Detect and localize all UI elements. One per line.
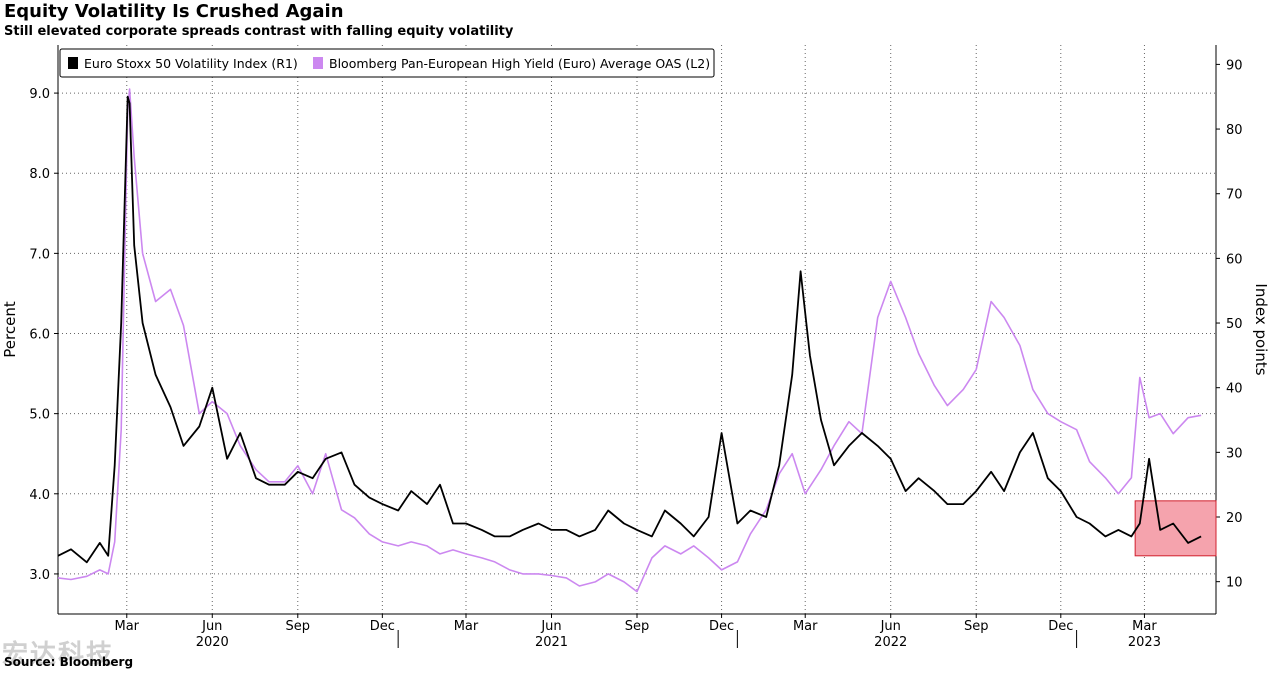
grid — [58, 45, 1216, 614]
highlight-region — [1134, 500, 1217, 557]
series-line-vstoxx — [57, 95, 1202, 564]
y-right-tick-label: 30 — [1226, 446, 1243, 461]
y-left-axis-label: Percent — [1, 301, 19, 358]
x-tick-label: Dec — [370, 619, 395, 634]
x-tick-label: Dec — [709, 619, 734, 634]
x-tick-label: Jun — [201, 619, 222, 634]
y-left-tick-label: 9.0 — [29, 87, 50, 102]
x-year-label: 2022 — [874, 635, 907, 650]
y-left-tick-label: 8.0 — [29, 167, 50, 182]
series — [57, 88, 1202, 593]
y-left-tick-label: 7.0 — [29, 247, 50, 262]
x-tick-label: Sep — [286, 619, 311, 634]
y-right-tick-label: 60 — [1226, 252, 1243, 267]
y-left-tick-label: 6.0 — [29, 328, 50, 343]
x-year-label: 2023 — [1128, 635, 1161, 650]
x-tick-label: Mar — [793, 619, 818, 634]
y-right-tick-label: 50 — [1226, 317, 1243, 332]
y-right-tick-label: 10 — [1226, 576, 1243, 591]
legend-swatch-oas — [313, 57, 323, 69]
x-year-label: 2021 — [535, 635, 568, 650]
y-left-tick-label: 4.0 — [29, 488, 50, 503]
chart-subtitle: Still elevated corporate spreads contras… — [4, 24, 514, 39]
highlight-box — [1134, 500, 1217, 557]
x-tick-label: Mar — [1132, 619, 1157, 634]
x-tick-label: Dec — [1048, 619, 1073, 634]
legend-label-vstoxx: Euro Stoxx 50 Volatility Index (R1) — [84, 56, 298, 71]
x-tick-label: Mar — [454, 619, 479, 634]
x-year-label: 2020 — [196, 635, 229, 650]
x-tick-label: Jun — [880, 619, 901, 634]
y-left-tick-label: 3.0 — [29, 568, 50, 583]
y-right-tick-label: 40 — [1226, 382, 1243, 397]
axes: 3.0 4.0 5.0 6.0 7.0 8.0 9.0 10 20 30 40 50 60 70 80 90 M… — [1, 45, 1270, 650]
legend-box — [59, 48, 715, 78]
legend: Euro Stoxx 50 Volatility Index (R1) Bloom… — [59, 48, 715, 78]
x-tick-label: Jun — [540, 619, 561, 634]
x-tick-label: Sep — [964, 619, 989, 634]
y-right-tick-label: 70 — [1226, 188, 1243, 203]
legend-label-oas: Bloomberg Pan-European High Yield (Euro)… — [329, 56, 710, 71]
y-right-axis-label: Index points — [1252, 283, 1270, 375]
x-tick-label: Mar — [115, 619, 140, 634]
chart-title: Equity Volatility Is Crushed Again — [4, 1, 344, 22]
x-tick-label: Sep — [625, 619, 650, 634]
y-right-tick-label: 90 — [1226, 58, 1243, 73]
watermark-text: 宏达科技 — [2, 640, 115, 670]
y-right-tick-label: 20 — [1226, 511, 1243, 526]
legend-swatch-vstoxx — [68, 57, 78, 69]
y-left-tick-label: 5.0 — [29, 408, 50, 423]
series-line-oas — [57, 88, 1202, 593]
source-note: Source: Bloomberg — [4, 655, 134, 669]
y-right-tick-label: 80 — [1226, 123, 1243, 138]
